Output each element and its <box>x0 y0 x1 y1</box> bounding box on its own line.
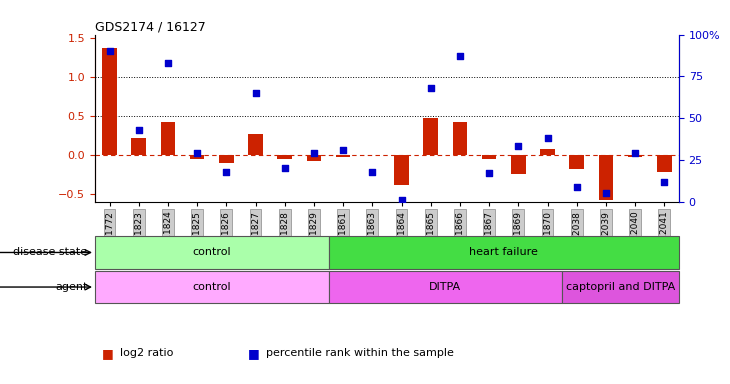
Text: heart failure: heart failure <box>469 247 538 258</box>
Bar <box>628 155 642 157</box>
Point <box>658 179 670 185</box>
Bar <box>328 271 562 303</box>
Bar <box>599 155 613 200</box>
Text: ■: ■ <box>102 347 114 360</box>
Point <box>162 60 174 66</box>
Bar <box>336 155 350 157</box>
Point <box>250 90 261 96</box>
Point <box>396 197 407 203</box>
Bar <box>277 155 292 159</box>
Point <box>629 150 641 156</box>
Bar <box>131 138 146 155</box>
Bar <box>511 155 526 174</box>
Bar <box>190 155 204 159</box>
Text: log2 ratio: log2 ratio <box>120 348 174 358</box>
Text: control: control <box>193 247 231 258</box>
Bar <box>328 236 679 269</box>
Bar <box>219 155 234 163</box>
Bar <box>569 155 584 169</box>
Text: DITPA: DITPA <box>429 282 461 292</box>
Text: ■: ■ <box>248 347 260 360</box>
Point <box>425 85 437 91</box>
Point <box>512 143 524 149</box>
Point <box>600 190 612 196</box>
Point <box>279 165 291 171</box>
Bar <box>394 155 409 184</box>
Text: agent: agent <box>55 282 88 292</box>
Point <box>191 150 203 156</box>
Point <box>366 169 378 175</box>
Point <box>133 127 145 133</box>
Point <box>483 170 495 176</box>
Bar <box>307 155 321 161</box>
Point <box>308 150 320 156</box>
Point <box>571 184 583 190</box>
Bar <box>657 155 672 172</box>
Text: captopril and DITPA: captopril and DITPA <box>566 282 675 292</box>
Bar <box>248 134 263 155</box>
Bar <box>423 118 438 155</box>
Point <box>337 147 349 153</box>
Text: control: control <box>193 282 231 292</box>
Bar <box>95 271 328 303</box>
Bar <box>540 149 555 155</box>
Bar <box>102 48 117 155</box>
Point <box>542 135 553 141</box>
Text: GDS2174 / 16127: GDS2174 / 16127 <box>95 20 206 33</box>
Bar <box>482 155 496 159</box>
Point <box>454 53 466 60</box>
Bar <box>562 271 679 303</box>
Point <box>220 169 232 175</box>
Bar <box>161 122 175 155</box>
Bar <box>453 122 467 155</box>
Bar <box>95 236 328 269</box>
Text: disease state: disease state <box>13 247 88 258</box>
Text: percentile rank within the sample: percentile rank within the sample <box>266 348 454 358</box>
Point <box>104 48 115 55</box>
